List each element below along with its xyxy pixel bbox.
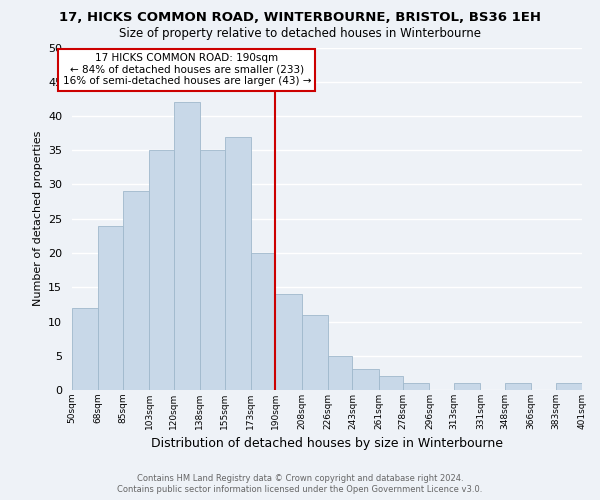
Bar: [328, 356, 352, 390]
Bar: [352, 370, 379, 390]
Bar: [556, 383, 582, 390]
Bar: [302, 314, 328, 390]
Bar: [149, 150, 174, 390]
Bar: [72, 308, 98, 390]
Text: Size of property relative to detached houses in Winterbourne: Size of property relative to detached ho…: [119, 28, 481, 40]
Bar: [174, 102, 200, 390]
X-axis label: Distribution of detached houses by size in Winterbourne: Distribution of detached houses by size …: [151, 438, 503, 450]
Bar: [275, 294, 302, 390]
Bar: [379, 376, 403, 390]
Bar: [224, 136, 251, 390]
Text: Contains HM Land Registry data © Crown copyright and database right 2024.
Contai: Contains HM Land Registry data © Crown c…: [118, 474, 482, 494]
Bar: [505, 383, 531, 390]
Bar: [98, 226, 123, 390]
Text: 17 HICKS COMMON ROAD: 190sqm
← 84% of detached houses are smaller (233)
16% of s: 17 HICKS COMMON ROAD: 190sqm ← 84% of de…: [62, 53, 311, 86]
Text: 17, HICKS COMMON ROAD, WINTERBOURNE, BRISTOL, BS36 1EH: 17, HICKS COMMON ROAD, WINTERBOURNE, BRI…: [59, 11, 541, 24]
Bar: [200, 150, 224, 390]
Bar: [123, 192, 149, 390]
Bar: [251, 253, 275, 390]
Y-axis label: Number of detached properties: Number of detached properties: [32, 131, 43, 306]
Bar: [454, 383, 480, 390]
Bar: [403, 383, 430, 390]
